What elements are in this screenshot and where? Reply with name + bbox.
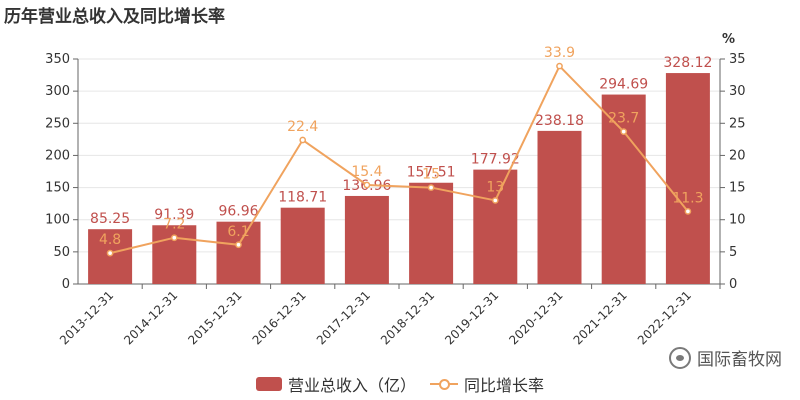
- chart-title: 历年营业总收入及同比增长率: [4, 7, 225, 27]
- bar: [537, 130, 582, 284]
- growth-point: [684, 208, 692, 215]
- right-tick-label: 35: [729, 52, 746, 67]
- watermark-text: 国际畜牧网: [697, 350, 782, 370]
- growth-point: [363, 181, 371, 189]
- legend-item-growth[interactable]: 同比增长率: [430, 372, 544, 396]
- growth-value-label: 6.1: [227, 224, 249, 240]
- right-tick-label: 15: [729, 181, 746, 196]
- x-tick-label: 2013-12-31: [57, 288, 116, 347]
- bar: [280, 207, 325, 284]
- x-tick-label: 2020-12-31: [506, 288, 565, 347]
- legend-bar-swatch: [255, 377, 282, 391]
- growth-point: [491, 197, 499, 204]
- right-tick-label: 20: [729, 148, 746, 163]
- left-tick-label: 50: [53, 245, 70, 260]
- x-tick-label: 2022-12-31: [635, 288, 694, 347]
- bar: [601, 94, 646, 284]
- bar-value-label: 96.96: [218, 204, 258, 220]
- bar-value-label: 157.51: [407, 165, 456, 181]
- bar-value-label: 118.71: [278, 190, 327, 206]
- legend-revenue-label: 营业总收入（亿）: [287, 376, 416, 395]
- growth-value-label: 13: [486, 179, 504, 195]
- growth-value-label: 23.7: [608, 111, 639, 127]
- right-tick-label: 10: [729, 213, 746, 228]
- left-tick-label: 250: [45, 116, 70, 131]
- growth-value-label: 11.3: [672, 190, 703, 206]
- growth-value-label: 4.8: [99, 232, 121, 248]
- bar: [473, 169, 518, 284]
- right-tick-label: 30: [729, 84, 746, 99]
- bar: [409, 182, 454, 284]
- legend-line-swatch: [430, 377, 458, 391]
- x-tick-label: 2016-12-31: [250, 288, 309, 347]
- x-tick-label: 2021-12-31: [571, 288, 630, 347]
- bar: [216, 221, 261, 284]
- right-tick-label: 25: [729, 116, 746, 131]
- bar: [88, 229, 133, 284]
- growth-point: [556, 62, 563, 70]
- growth-point: [235, 241, 242, 249]
- bar-value-label: 85.25: [90, 211, 130, 227]
- growth-point: [427, 184, 435, 191]
- bar: [344, 195, 389, 284]
- bar-value-label: 294.69: [599, 77, 648, 93]
- growth-point: [106, 249, 114, 257]
- left-tick-label: 150: [45, 181, 70, 196]
- left-tick-label: 100: [45, 213, 70, 228]
- legend-item-revenue[interactable]: 营业总收入（亿）: [255, 372, 416, 396]
- left-tick-label: 300: [45, 84, 70, 99]
- bar-value-label: 328.12: [663, 55, 712, 71]
- growth-line: [109, 64, 689, 255]
- bar-value-label: 177.92: [471, 152, 520, 168]
- growth-value-label: 15: [422, 167, 440, 183]
- growth-value-label: 22.4: [287, 119, 318, 135]
- left-tick-label: 0: [62, 277, 70, 292]
- left-tick-label: 350: [45, 52, 70, 67]
- watermark: 国际畜牧网: [669, 345, 782, 370]
- x-tick-label: 2018-12-31: [378, 288, 437, 347]
- right-axis-unit: %: [722, 32, 735, 47]
- bar: [665, 73, 710, 285]
- bar-value-label: 91.39: [154, 207, 194, 223]
- growth-value-label: 7.2: [163, 217, 185, 233]
- right-tick-label: 5: [729, 245, 737, 260]
- growth-value-label: 15.4: [351, 164, 382, 180]
- wechat-icon: [669, 346, 691, 369]
- bar: [152, 225, 197, 284]
- x-tick-label: 2017-12-31: [314, 288, 373, 347]
- growth-point: [299, 136, 307, 144]
- right-tick-label: 0: [729, 277, 737, 292]
- x-tick-label: 2019-12-31: [442, 288, 501, 347]
- growth-point: [170, 234, 178, 242]
- growth-value-label: 33.9: [544, 45, 575, 61]
- bar-value-label: 238.18: [535, 113, 584, 129]
- x-tick-label: 2015-12-31: [185, 288, 244, 347]
- left-tick-label: 200: [45, 148, 70, 163]
- legend-growth-label: 同比增长率: [464, 376, 545, 395]
- chart-legend: 营业总收入（亿） 同比增长率: [0, 372, 800, 396]
- x-tick-label: 2014-12-31: [121, 288, 180, 347]
- growth-point: [620, 128, 628, 135]
